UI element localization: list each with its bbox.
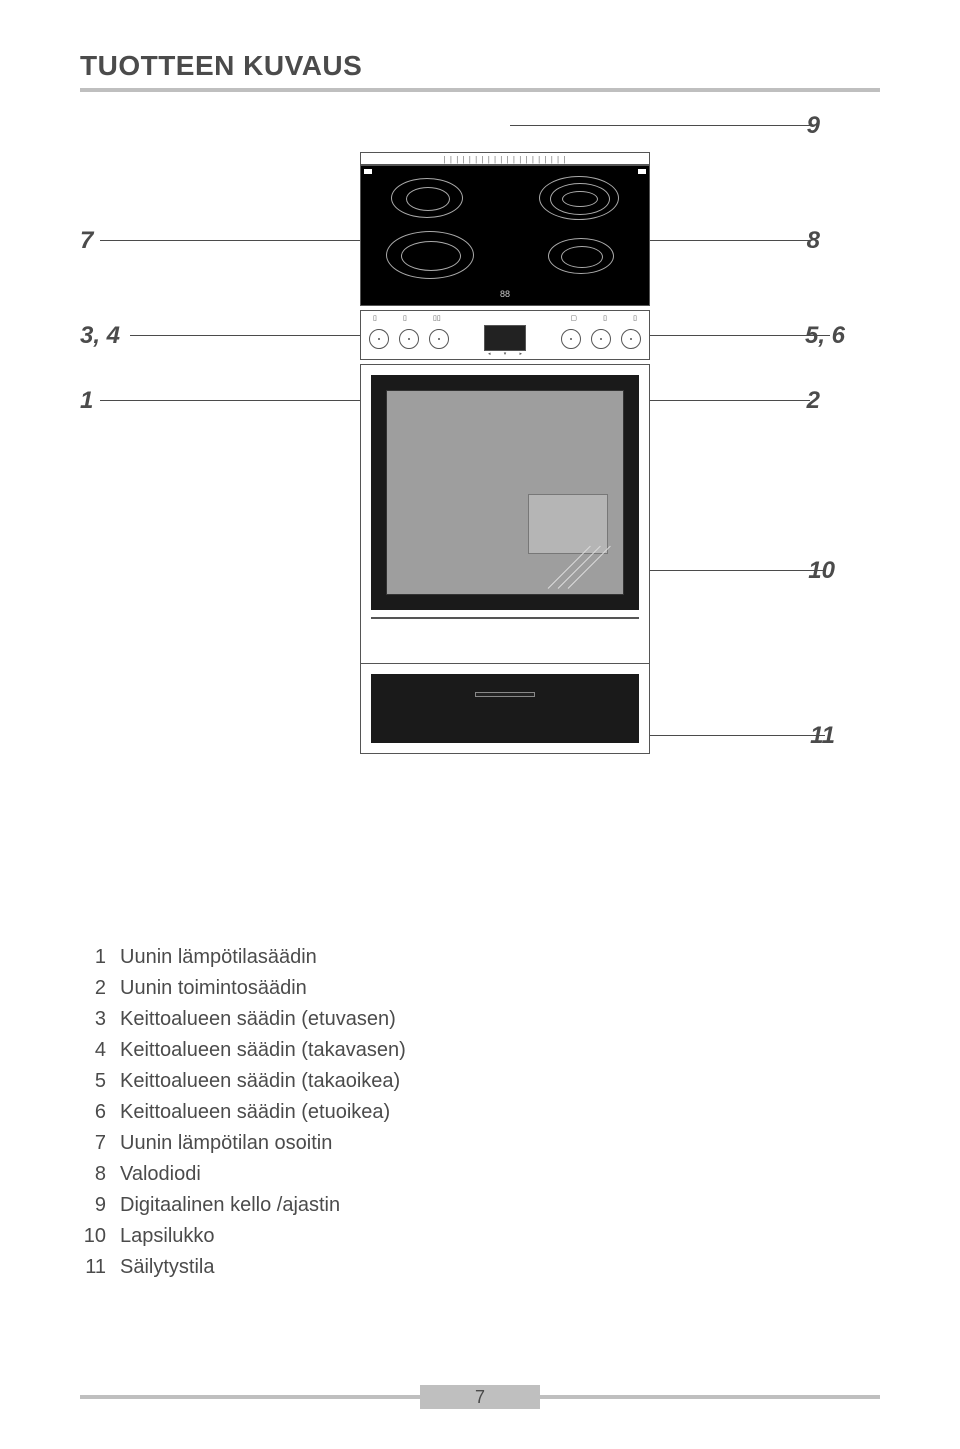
legend-item: 7Uunin lämpötilan osoitin	[80, 1128, 880, 1159]
legend-list: 1Uunin lämpötilasäädin 2Uunin toimintosä…	[80, 942, 880, 1283]
burner-icon	[548, 238, 614, 274]
knob-icon	[591, 329, 611, 349]
callout-34: 3, 4	[80, 322, 120, 350]
leader-line	[635, 735, 825, 736]
cooktop-surface: 88	[361, 165, 649, 305]
oven-window	[386, 390, 624, 595]
legend-item: 4Keittoalueen säädin (takavasen)	[80, 1035, 880, 1066]
legend-item: 3Keittoalueen säädin (etuvasen)	[80, 1004, 880, 1035]
page-title: TUOTTEEN KUVAUS	[80, 50, 880, 82]
oven	[360, 364, 650, 664]
legend-item: 10Lapsilukko	[80, 1221, 880, 1252]
knob-icon	[429, 329, 449, 349]
leader-line	[100, 400, 375, 401]
stove-illustration: | | | | | | | | | | | | | | | | | | | |	[360, 152, 650, 754]
legend-item: 2Uunin toimintosäädin	[80, 973, 880, 1004]
footer-rule	[80, 1395, 420, 1399]
control-panel: ▯ ▯ ▯▯ ▢ ▯ ▯ ◂▾▸	[360, 310, 650, 360]
legend-item: 1Uunin lämpötilasäädin	[80, 942, 880, 973]
burner-icon	[391, 178, 463, 218]
callout-1: 1	[80, 387, 93, 415]
burner-icon	[386, 231, 474, 279]
knob-icon	[561, 329, 581, 349]
horizontal-rule	[80, 88, 880, 92]
legend-item: 6Keittoalueen säädin (etuoikea)	[80, 1097, 880, 1128]
knob-icon	[399, 329, 419, 349]
burner-icon	[539, 176, 619, 220]
knob-icon	[621, 329, 641, 349]
leader-line	[510, 125, 810, 126]
cooktop-indicator-icon: 88	[500, 289, 510, 299]
leader-line	[635, 400, 810, 401]
callout-7: 7	[80, 227, 93, 255]
cooktop-vent: | | | | | | | | | | | | | | | | | | | |	[361, 153, 649, 165]
legend-item: 8Valodiodi	[80, 1159, 880, 1190]
cooktop: | | | | | | | | | | | | | | | | | | | |	[360, 152, 650, 306]
page-number: 7	[420, 1385, 540, 1409]
footer-rule	[540, 1395, 880, 1399]
knob-icon	[369, 329, 389, 349]
timer-display-icon: ◂▾▸	[484, 325, 526, 351]
storage-drawer	[360, 664, 650, 754]
legend-item: 11Säilytystila	[80, 1252, 880, 1283]
product-diagram: 9 7 8 3, 4 5, 6 1 2 10 11 | | | | | | | …	[80, 122, 880, 882]
legend-item: 5Keittoalueen säädin (takaoikea)	[80, 1066, 880, 1097]
leader-line	[100, 240, 360, 241]
legend-item: 9Digitaalinen kello /ajastin	[80, 1190, 880, 1221]
